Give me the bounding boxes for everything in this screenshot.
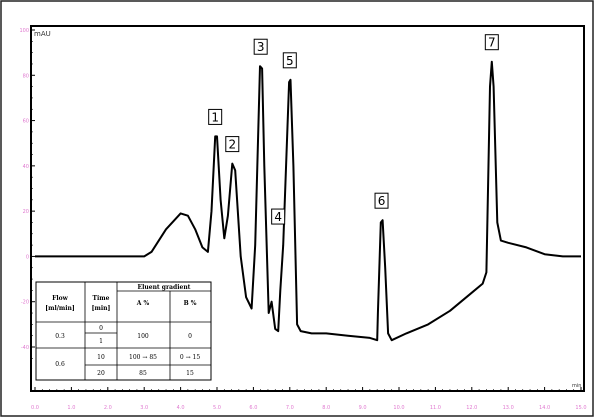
y-tick-label: 60: [23, 119, 29, 125]
table-cell-time: 0: [99, 325, 103, 332]
x-tick-label: 9.0: [359, 405, 367, 411]
peak-label-3: 3: [253, 38, 268, 55]
peak-label-4: 4: [271, 208, 286, 225]
peak-label-text: 3: [257, 40, 265, 54]
x-tick-label: 5.0: [213, 405, 221, 411]
peak-label-text: 2: [228, 138, 236, 152]
peak-label-2: 2: [225, 136, 240, 153]
peak-label-text: 6: [378, 194, 386, 208]
peak-label-5: 5: [282, 52, 297, 69]
x-tick-label: 1.0: [67, 405, 75, 411]
x-tick-label: 14.0: [539, 405, 550, 411]
table-cell-b: 0: [188, 333, 192, 340]
table-border: [35, 281, 212, 381]
y-tick-label: -20: [21, 300, 29, 306]
table-header-time-line1: Time: [93, 295, 110, 302]
table-cell-time: 10: [97, 354, 105, 361]
peak-label-text: 5: [286, 54, 294, 68]
y-axis-ticks: 100 80 60 40 20 0 -20 -40: [19, 28, 35, 359]
plot-frame: [30, 25, 585, 392]
table-header-a: A %: [136, 300, 150, 307]
table-cell-a: 85: [139, 370, 147, 377]
x-tick-label: 6.0: [249, 405, 257, 411]
table-header-flow-line2: [ml/min]: [45, 305, 75, 312]
table-cell-time: 20: [97, 370, 105, 377]
table-header-flow-line1: Flow: [52, 295, 69, 302]
table-cell-b: 0 → 15: [180, 354, 200, 361]
table-header-gradient: Eluent gradient: [138, 284, 191, 291]
x-tick-label: 12.0: [466, 405, 477, 411]
peak-label-box: [208, 108, 223, 125]
x-tick-label: 2.0: [104, 405, 112, 411]
x-axis-ticks: 0.0 1.0 2.0 3.0 4.0 5.0 6.0 7.0 8.0 9.0 10.0 11.0 12…: [31, 387, 587, 411]
peak-label-text: 1: [211, 110, 219, 124]
x-tick-label: 7.0: [286, 405, 294, 411]
y-tick-label: 0: [26, 254, 29, 260]
peak-label-6: 6: [374, 192, 389, 209]
y-tick-label: 40: [23, 164, 29, 170]
peak-labels: 12 3 4 5 6 7: [208, 34, 499, 225]
x-tick-label: 11.0: [430, 405, 441, 411]
table-cell-flow: 0.3: [55, 333, 65, 340]
peak-label-box: [253, 38, 268, 55]
gradient-table: Flow [ml/min] Time [min] Eluent gradient…: [35, 281, 212, 381]
peak-label-box: [282, 52, 297, 69]
table-header-time-line2: [min]: [92, 305, 111, 312]
table-cell-a: 100 → 85: [129, 354, 157, 361]
peak-label-text: 7: [488, 36, 496, 50]
table-cell-flow: 0.6: [55, 361, 65, 368]
peak-label-box: [484, 34, 499, 51]
x-tick-label: 4.0: [177, 405, 185, 411]
peak-label-text: 4: [274, 210, 282, 224]
y-tick-label: -40: [21, 345, 29, 351]
peak-label-box: [271, 208, 286, 225]
y-tick-label: 80: [23, 73, 29, 79]
x-tick-label: 15.0: [575, 405, 586, 411]
x-tick-label: 8.0: [322, 405, 330, 411]
x-tick-label: 13.0: [503, 405, 514, 411]
table-header-b: B %: [184, 300, 197, 307]
x-tick-label: 0.0: [31, 405, 39, 411]
chromatogram-trace: [35, 60, 581, 342]
x-axis-unit-label: min: [572, 383, 581, 389]
y-tick-label: 100: [19, 28, 29, 34]
x-tick-label: 10.0: [393, 405, 404, 411]
peak-label-box: [374, 192, 389, 209]
table-cell-time: 1: [99, 338, 103, 345]
y-axis-unit-label: mAU: [34, 30, 51, 38]
x-tick-label: 3.0: [140, 405, 148, 411]
table-cell-a: 100: [137, 333, 149, 340]
peak-label-1: 1: [208, 108, 223, 125]
peak-label-box: [225, 136, 240, 153]
peak-label-7: 7: [484, 34, 499, 51]
table-cell-b: 15: [186, 370, 194, 377]
y-tick-label: 20: [23, 209, 29, 215]
